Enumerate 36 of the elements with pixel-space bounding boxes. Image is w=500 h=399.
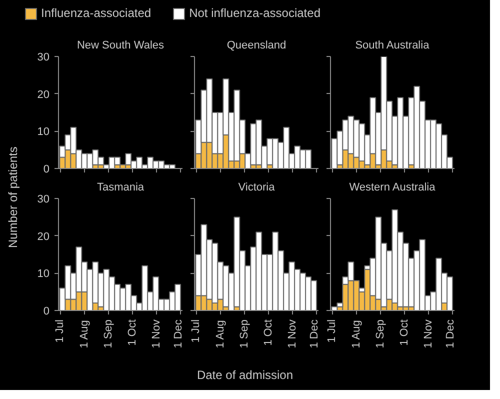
x-tick-label: 1 Aug <box>78 320 90 348</box>
x-tick-label: 1 Jul <box>190 319 202 343</box>
y-axis-title: Number of patients <box>5 146 21 248</box>
chart-title: Tasmania <box>96 182 145 194</box>
chart-title: Victoria <box>238 182 276 194</box>
legend-label: Influenza-associated <box>41 6 152 20</box>
x-tick-label: 1 Nov <box>150 319 163 348</box>
x-tick-label: 1 Aug <box>214 320 226 348</box>
x-tick-label: 1 Sep <box>102 319 115 348</box>
x-tick-label: 1 Jul <box>54 319 66 343</box>
x-tick-label: 1 Jul <box>326 319 338 343</box>
x-tick-label: 1 Dec <box>172 319 184 348</box>
y-tick-label: 0 <box>43 164 50 176</box>
y-tick-label: 30 <box>37 52 50 64</box>
x-tick-label: 1 Oct <box>126 319 138 346</box>
x-tick-label: 1 Nov <box>422 319 435 348</box>
x-tick-label: 1 Oct <box>262 319 274 346</box>
legend-label: Not influenza-associated <box>189 6 320 20</box>
chart-title: New South Wales <box>76 40 165 52</box>
x-tick-label: 1 Sep <box>238 319 251 348</box>
x-axis-title: Date of admission <box>196 367 294 384</box>
x-tick-label: 1 Dec <box>308 319 320 348</box>
chart-title: Queensland <box>226 40 286 52</box>
x-tick-label: 1 Oct <box>398 319 410 346</box>
chart-title: South Australia <box>355 40 430 52</box>
y-tick-label: 20 <box>37 230 50 243</box>
x-tick-label: 1 Sep <box>374 319 387 348</box>
y-tick-label: 20 <box>37 88 50 101</box>
y-tick-label: 0 <box>43 306 50 318</box>
x-tick-label: 1 Dec <box>444 319 456 348</box>
y-tick-label: 30 <box>37 194 50 206</box>
y-tick-label: 10 <box>37 126 50 138</box>
y-tick-label: 10 <box>37 268 50 280</box>
x-tick-label: 1 Aug <box>350 320 362 348</box>
chart-title: Western Australia <box>349 182 436 194</box>
x-tick-label: 1 Nov <box>286 319 299 348</box>
